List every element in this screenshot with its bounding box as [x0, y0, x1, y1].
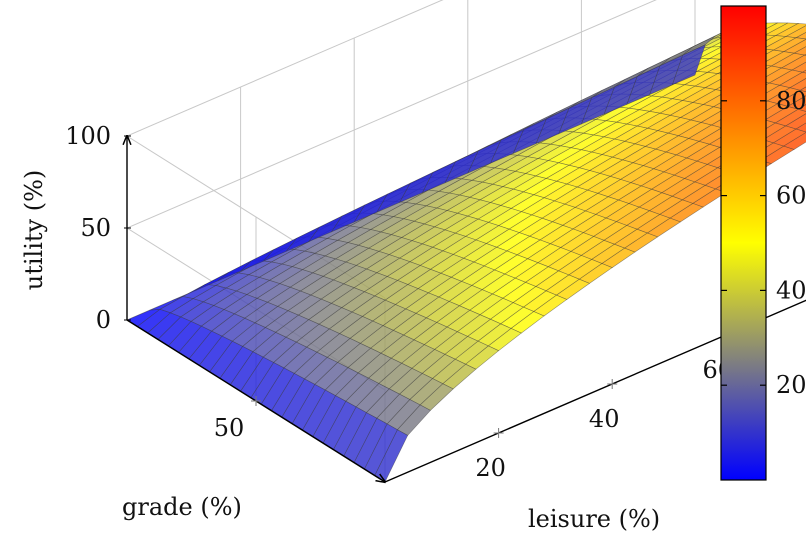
x-tick-label: 50 — [214, 414, 245, 442]
y-tick-label: 40 — [589, 405, 620, 433]
xlabel-text: grade (%) — [122, 493, 242, 521]
zlabel-text: utility (%) — [20, 170, 48, 291]
y-tick-label: 20 — [475, 454, 506, 482]
z-tick-label: 50 — [80, 214, 111, 242]
colorbar — [720, 5, 767, 481]
z-tick-label: 100 — [65, 122, 111, 150]
colorbar-ticks: 20 40 60 80 — [721, 87, 806, 399]
surface-layer — [126, 22, 806, 483]
xlabel: grade (%) — [122, 493, 242, 521]
colorbar-tick-label: 60 — [776, 182, 806, 210]
z-tick-label: 0 — [96, 306, 111, 334]
ticks-layer: 0501005020406080 — [65, 122, 733, 482]
y-axis — [384, 299, 806, 483]
zlabel: utility (%) — [20, 170, 48, 291]
colorbar-tick-label: 80 — [776, 87, 806, 115]
colorbar-tick-label: 20 — [776, 371, 806, 399]
colorbar-tick-label: 40 — [776, 276, 806, 304]
ylabel: leisure (%) — [528, 505, 660, 533]
ylabel-text: leisure (%) — [528, 505, 660, 533]
